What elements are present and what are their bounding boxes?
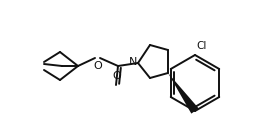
Text: O: O xyxy=(94,61,102,71)
Polygon shape xyxy=(168,73,199,114)
Text: Cl: Cl xyxy=(196,41,206,51)
Text: N: N xyxy=(129,57,137,67)
Text: O: O xyxy=(113,71,122,81)
